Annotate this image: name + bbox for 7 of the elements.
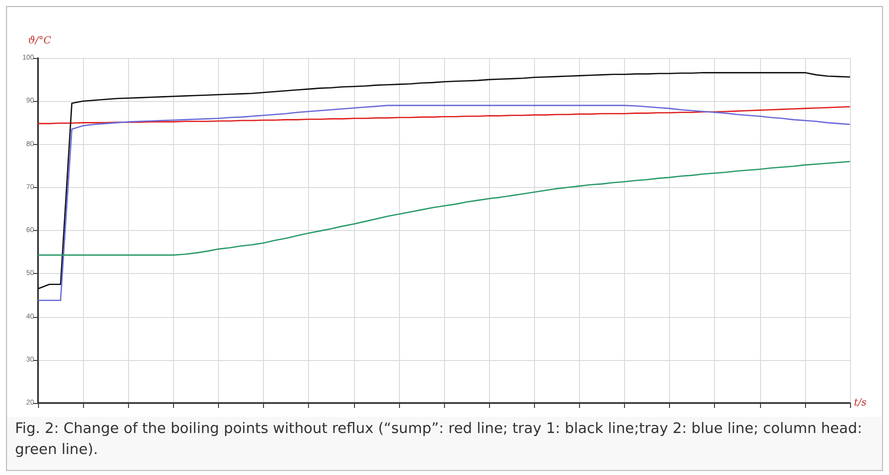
line-series (37, 72, 851, 290)
line-series (37, 106, 851, 124)
line-series (37, 104, 851, 302)
y-axis-title: ϑ/°C (28, 36, 52, 46)
x-axis-title: t/s (854, 398, 867, 408)
caption: Fig. 2: Change of the boiling points without reflux (“sump”: red line; tray 1: black line;tray 2: blue line; column head: green line). (15, 420, 864, 460)
line-series (37, 160, 851, 256)
